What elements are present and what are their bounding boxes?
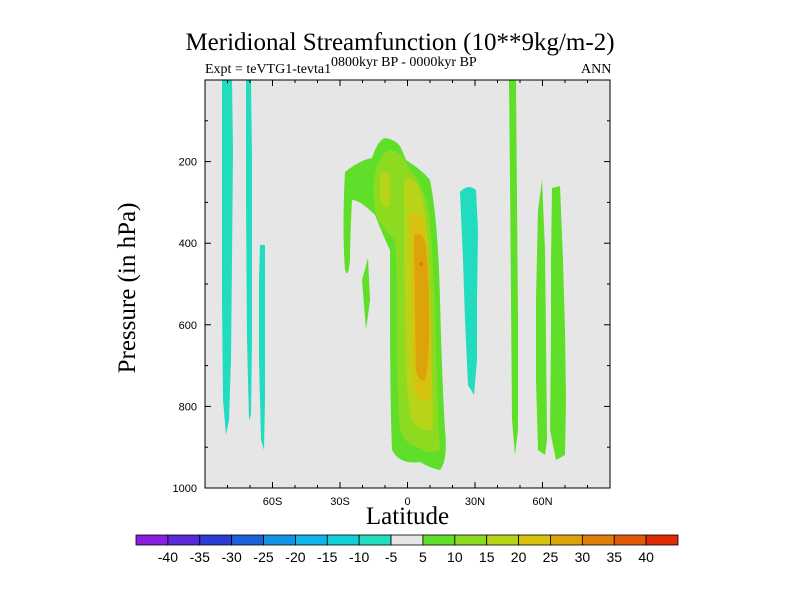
experiment-label: Expt = teVTG1-tevta1: [205, 62, 332, 77]
colorbar-swatch: [486, 534, 519, 546]
y-tick-label: 400: [179, 238, 197, 250]
y-tick-label: 200: [179, 157, 197, 169]
contour-pos10-patch: [380, 171, 390, 207]
colorbar-label: 35: [606, 549, 622, 565]
colorbar-label: -10: [349, 549, 369, 565]
colorbar-label: 5: [419, 549, 427, 565]
contour-pos25-core: [414, 233, 430, 381]
colorbar-swatch: [326, 534, 360, 546]
colorbar-swatch: [231, 534, 264, 546]
colorbar-label: -25: [253, 549, 273, 565]
x-axis-label: Latitude: [365, 503, 450, 530]
colorbar-swatch: [167, 534, 201, 546]
contour-neg5-nh-subtropics: [460, 186, 478, 395]
x-tick-label: 0: [404, 496, 410, 508]
contour-pos30-max: [419, 262, 423, 266]
contour-neg5-sh-lower: [259, 245, 265, 450]
colorbar-swatch: [263, 534, 296, 546]
colorbar-label: 40: [638, 549, 654, 565]
colorbar-label: 15: [479, 549, 495, 565]
y-tick-label: 800: [179, 401, 197, 413]
positive-contours: [343, 80, 566, 470]
x-tick-label: 30S: [330, 496, 350, 508]
season-label: ANN: [581, 62, 612, 77]
colorbar-label: 25: [543, 549, 559, 565]
y-axis: 200 400 600 800 1000: [173, 79, 610, 495]
colorbar-swatch: [390, 534, 424, 546]
contour-neg5-sh-thin: [246, 80, 252, 420]
colorbar-swatch: [613, 534, 647, 546]
colorbar-swatch: [581, 534, 615, 546]
colorbar-label: 30: [575, 549, 591, 565]
contour-pos5-nh-mid: [509, 80, 518, 455]
colorbar-swatch: [550, 534, 583, 546]
y-tick-label: 1000: [173, 483, 197, 495]
colorbar: -40 -35 -30 -25 -20 -15 -10 -5 5 10 15 20 25 30 35 40: [135, 534, 679, 565]
colorbar-label: 10: [447, 549, 463, 565]
colorbar-label: -5: [385, 549, 398, 565]
colorbar-swatch: [422, 534, 456, 546]
colorbar-swatch: [518, 534, 551, 546]
x-tick-label: 60S: [263, 496, 283, 508]
colorbar-swatch: [199, 534, 233, 546]
contour-neg5-sh-main: [222, 80, 233, 435]
contour-pos5-eq-left: [362, 258, 370, 330]
contour-pos5-nh-right: [536, 180, 547, 455]
colorbar-label: -30: [222, 549, 242, 565]
contour-pos5-nh-far: [550, 186, 566, 460]
colorbar-label: -15: [317, 549, 337, 565]
y-tick-label: 600: [179, 320, 197, 332]
colorbar-label: -40: [158, 549, 178, 565]
negative-contours: [222, 80, 478, 450]
x-tick-label: 60N: [532, 496, 552, 508]
colorbar-swatch: [454, 534, 488, 546]
colorbar-swatch: [358, 534, 392, 546]
period-label: 0800kyr BP - 0000kyr BP: [331, 55, 477, 70]
colorbar-label: -20: [285, 549, 305, 565]
colorbar-label: 20: [511, 549, 527, 565]
colorbar-swatch: [645, 534, 679, 546]
colorbar-label: -35: [190, 549, 210, 565]
x-tick-label: 30N: [465, 496, 485, 508]
chart-title: Meridional Streamfunction (10**9kg/m-2): [185, 29, 615, 56]
colorbar-swatch: [295, 534, 328, 546]
colorbar-swatch: [135, 534, 169, 546]
